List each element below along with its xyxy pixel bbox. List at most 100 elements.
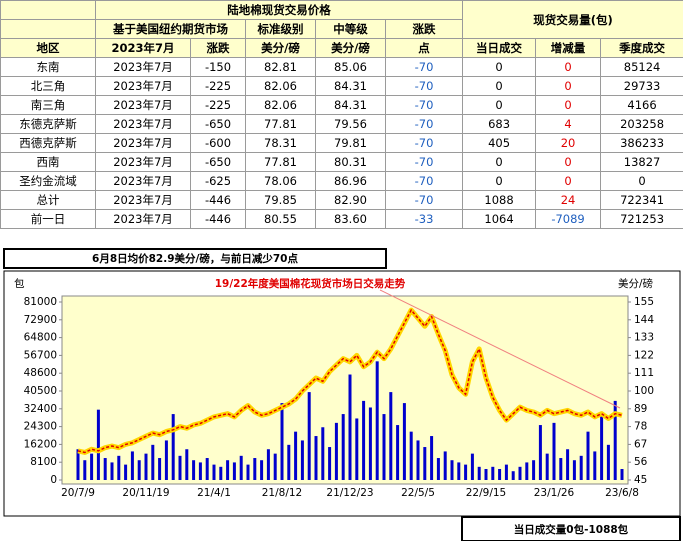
volume-bar: [375, 361, 379, 480]
volume-bar: [253, 458, 257, 480]
volume-bar: [511, 471, 515, 480]
y2-tick-label: 100: [634, 385, 654, 397]
table-cell: 总计: [0, 190, 96, 210]
volume-bar: [314, 436, 318, 480]
table-cell: 现货交易量(包): [462, 0, 683, 39]
volume-bar: [579, 455, 583, 480]
volume-bar: [559, 458, 563, 480]
y2-axis-label: 美分/磅: [618, 277, 653, 290]
y2-tick-label: 144: [634, 314, 654, 326]
volume-bar: [205, 458, 209, 480]
table-cell: -225: [190, 95, 246, 115]
x-tick-label: 22/9/15: [466, 487, 506, 499]
volume-bar: [416, 440, 420, 480]
volume-bar: [430, 436, 434, 480]
trend-arrow: [379, 289, 621, 409]
volume-bar: [402, 403, 406, 480]
y2-tick-label: 111: [634, 367, 654, 379]
table-cell: 涨跌: [190, 38, 246, 58]
volume-bar: [158, 458, 162, 480]
x-tick-label: 20/11/19: [122, 487, 169, 499]
price-line-core: [77, 308, 623, 454]
volume-bar: [409, 431, 413, 480]
footer: 当日成交量0包-1088包: [514, 523, 629, 536]
y-tick-label: 0: [50, 474, 57, 486]
volume-bar: [348, 374, 352, 480]
volume-bar: [443, 451, 447, 480]
y-tick-label: 81000: [24, 296, 57, 308]
table-cell: 当日成交: [462, 38, 537, 58]
table-cell: 季度成交: [600, 38, 683, 58]
volume-bar: [620, 469, 624, 480]
table-cell: 386233: [600, 133, 683, 153]
table-cell: 美分/磅: [315, 38, 386, 58]
y2-tick-label: 89: [634, 403, 647, 415]
volume-bar: [117, 455, 121, 480]
y-tick-label: 56700: [24, 349, 57, 361]
volume-bar: [83, 460, 87, 480]
volume-bar: [538, 425, 542, 480]
caption-box: [3, 248, 387, 269]
volume-bar: [436, 458, 440, 480]
volume-bar: [226, 460, 230, 480]
volume-bar: [219, 466, 223, 480]
table-cell: -7089: [535, 209, 602, 229]
table-cell: 美分/磅: [245, 38, 316, 58]
table-cell: 2023年7月: [95, 76, 191, 96]
table-cell: 84.31: [315, 95, 386, 115]
table-cell: 地区: [0, 38, 96, 58]
x-tick-label: 20/7/9: [61, 487, 95, 499]
table-cell: 涨跌: [384, 19, 464, 39]
volume-bar: [137, 460, 141, 480]
table-cell: 82.81: [245, 57, 316, 77]
volume-bar: [368, 407, 372, 480]
table-cell: 79.81: [315, 133, 386, 153]
table-cell: 2023年7月: [95, 38, 191, 58]
volume-bar: [552, 422, 556, 480]
volume-bar: [504, 464, 508, 480]
table-cell: 前一日: [0, 209, 96, 229]
y-tick-label: 48600: [24, 367, 57, 379]
volume-bar: [545, 453, 549, 480]
y-tick-label: 72900: [24, 314, 57, 326]
volume-bar: [239, 455, 243, 480]
y2-tick-label: 56: [634, 456, 648, 468]
volume-bar: [90, 453, 94, 480]
volume-bar: [518, 466, 522, 480]
y-tick-label: 40500: [24, 385, 57, 397]
table-cell: 陆地棉现货交易价格: [94, 0, 464, 20]
volume-bar: [171, 414, 175, 480]
volume-bar: [246, 464, 250, 480]
table-cell: -446: [190, 209, 246, 229]
table-cell: 721253: [600, 209, 683, 229]
volume-bar: [457, 462, 461, 480]
volume-bar: [260, 460, 264, 480]
x-tick-label: 21/12/23: [326, 487, 373, 499]
volume-bar: [334, 422, 338, 480]
volume-bar: [280, 403, 284, 480]
volume-bar: [498, 469, 502, 480]
table-cell: -600: [190, 133, 246, 153]
volume-bar: [586, 431, 590, 480]
table-cell: 2023年7月: [95, 114, 191, 134]
volume-bar: [532, 460, 536, 480]
volume-bar: [110, 462, 114, 480]
plot-area: [61, 295, 629, 485]
volume-bar: [328, 447, 332, 480]
table-cell: 1064: [462, 209, 537, 229]
volume-bar: [178, 455, 182, 480]
volume-bar: [287, 444, 291, 480]
y2-tick-label: 45: [634, 474, 647, 486]
table-cell: 78.31: [245, 133, 316, 153]
y2-tick-label: 67: [634, 438, 647, 450]
volume-bar: [96, 409, 100, 480]
y-axis-label: 包: [14, 277, 25, 290]
price-table: 陆地棉现货交易价格 现货交易量(包) 基于美国纽约期货市场 标准级别 中等级 涨跌 地区 20…: [0, 0, 683, 229]
table-cell: 80.55: [245, 209, 316, 229]
table-cell: [0, 0, 96, 20]
volume-bar: [76, 449, 80, 480]
chart-title: 19/22年度美国棉花现货市场日交易走势: [215, 277, 406, 290]
x-tick-label: 23/1/26: [534, 487, 575, 499]
